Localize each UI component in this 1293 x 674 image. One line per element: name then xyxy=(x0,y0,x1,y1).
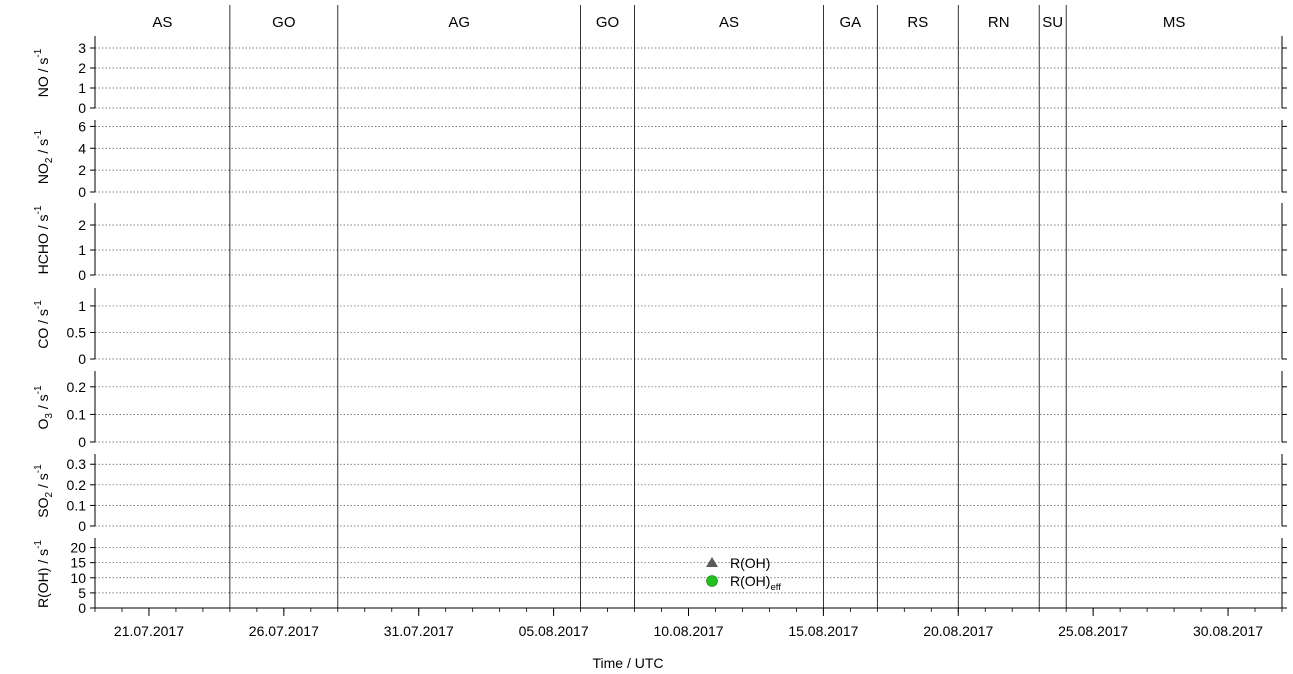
y-axis-label: CO / s-1 xyxy=(33,300,51,349)
y-tick-label: 0 xyxy=(78,518,86,534)
y-tick-label: 1 xyxy=(78,80,86,96)
y-tick-label: 0.5 xyxy=(67,324,87,340)
x-tick-label: 21.07.2017 xyxy=(114,623,184,639)
region-label: AG xyxy=(448,14,470,31)
y-tick-label: 0 xyxy=(78,100,86,116)
legend-roheff-marker xyxy=(706,575,718,587)
legend-roheff-label: R(OH)eff xyxy=(730,573,781,593)
y-tick-label: 0.3 xyxy=(67,456,87,472)
y-tick-label: 0.1 xyxy=(67,497,87,513)
y-tick-label: 2 xyxy=(78,162,86,178)
region-label: AS xyxy=(152,14,172,31)
legend: R(OH) R(OH)eff xyxy=(706,555,781,593)
x-tick-label: 20.08.2017 xyxy=(923,623,993,639)
region-labels: AS GO AG GO AS GA RS RN SU MS xyxy=(152,14,1185,31)
region-label: SU xyxy=(1042,14,1063,31)
x-tick-label: 30.08.2017 xyxy=(1193,623,1263,639)
y-tick-label: 0 xyxy=(78,434,86,450)
y-tick-label: 0 xyxy=(78,184,86,200)
y-tick-label: 20 xyxy=(70,540,86,556)
y-axis-label: HCHO / s-1 xyxy=(33,205,51,274)
region-label: MS xyxy=(1163,14,1186,31)
panel-axes: 0 1 2 3 NO / s-1 0 2 4 6 NO2 / s-1 0 1 2 HCHO / s-1 0 0… xyxy=(33,36,1287,616)
x-tick-label: 10.08.2017 xyxy=(653,623,723,639)
region-label: GO xyxy=(272,14,295,31)
region-label: RN xyxy=(988,14,1010,31)
region-label: RS xyxy=(907,14,928,31)
y-tick-label: 1 xyxy=(78,242,86,258)
y-tick-label: 0 xyxy=(78,267,86,283)
x-tick-label: 05.08.2017 xyxy=(519,623,589,639)
region-label: GO xyxy=(596,14,619,31)
y-tick-label: 2 xyxy=(78,60,86,76)
y-tick-label: 1 xyxy=(78,298,86,314)
y-tick-label: 0 xyxy=(78,351,86,367)
y-axis-label: SO2 / s-1 xyxy=(33,464,55,518)
legend-roh-marker xyxy=(706,557,718,567)
x-axis-label: Time / UTC xyxy=(592,655,663,671)
y-tick-label: 4 xyxy=(78,140,86,156)
x-tick-label: 25.08.2017 xyxy=(1058,623,1128,639)
y-tick-label: 0.2 xyxy=(67,379,87,395)
y-tick-label: 0.2 xyxy=(67,477,87,493)
y-axis-label: O3 / s-1 xyxy=(33,385,55,429)
grid-lines xyxy=(95,47,1282,609)
y-tick-label: 0 xyxy=(78,600,86,616)
x-tick-label: 15.08.2017 xyxy=(788,623,858,639)
y-tick-label: 3 xyxy=(78,40,86,56)
y-tick-label: 5 xyxy=(78,585,86,601)
legend-roh-label: R(OH) xyxy=(730,555,770,571)
region-lines xyxy=(229,5,1067,608)
y-axis-label: NO2 / s-1 xyxy=(33,130,55,185)
y-axis-label: R(OH) / s-1 xyxy=(33,540,51,608)
y-tick-label: 15 xyxy=(70,555,86,571)
region-label: AS xyxy=(719,14,739,31)
y-tick-label: 10 xyxy=(70,570,86,586)
y-axis-label: NO / s-1 xyxy=(33,48,51,97)
y-tick-label: 6 xyxy=(78,118,86,134)
region-label: GA xyxy=(840,14,862,31)
x-axis: 21.07.2017 26.07.2017 31.07.2017 05.08.2017… xyxy=(94,607,1283,639)
y-tick-label: 0.1 xyxy=(67,406,87,422)
x-tick-label: 26.07.2017 xyxy=(249,623,319,639)
x-tick-label: 31.07.2017 xyxy=(384,623,454,639)
y-tick-label: 2 xyxy=(78,217,86,233)
